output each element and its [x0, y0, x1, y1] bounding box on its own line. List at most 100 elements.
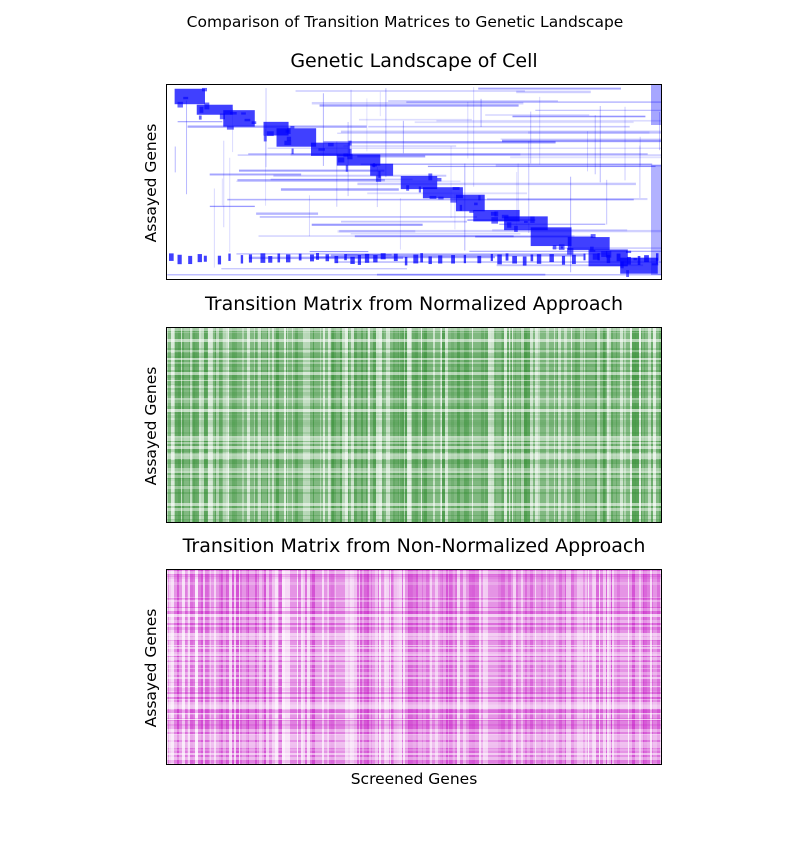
heatmap-column-dark	[182, 328, 184, 522]
landscape-block-speck	[318, 148, 326, 151]
heatmap-column-light	[609, 570, 611, 764]
heatmap-column-dark	[426, 570, 429, 764]
panel1-heatmap	[166, 84, 662, 280]
landscape-block-speck	[459, 204, 463, 211]
heatmap-column-light	[580, 570, 583, 764]
heatmap-column-light	[345, 328, 348, 522]
landscape-stripe	[427, 165, 656, 168]
heatmap-column-light	[210, 570, 211, 764]
landscape-stripe	[478, 87, 621, 90]
heatmap-column-dark	[334, 328, 336, 522]
heatmap-row-dark	[167, 697, 661, 699]
landscape-block-speck	[514, 225, 518, 232]
landscape-dot	[380, 253, 386, 260]
heatmap-row-dark	[167, 348, 661, 350]
heatmap-column-light	[169, 570, 171, 764]
landscape-block-speck	[347, 154, 353, 160]
heatmap-column-dark	[227, 570, 229, 764]
landscape-dot	[169, 253, 174, 261]
landscape-stripe	[499, 223, 606, 225]
heatmap-row-dark	[167, 460, 661, 463]
heatmap-column-dark	[424, 328, 427, 522]
heatmap-row-light	[167, 471, 661, 473]
heatmap-column-dark	[457, 328, 459, 522]
heatmap-column-dark	[508, 570, 510, 764]
heatmap-column-dark	[412, 328, 415, 522]
heatmap-column-light	[309, 328, 310, 522]
heatmap-column-dark	[364, 570, 367, 764]
heatmap-row-light	[167, 332, 661, 333]
heatmap-column-light	[379, 570, 381, 764]
heatmap-column-dark	[481, 328, 484, 522]
heatmap-column-dark	[446, 570, 448, 764]
heatmap-column-dark	[636, 328, 639, 522]
heatmap-column-dark	[440, 570, 442, 764]
heatmap-column-dark	[192, 570, 193, 764]
heatmap-row-light	[167, 486, 661, 489]
heatmap-column-dark	[498, 570, 501, 764]
landscape-dot	[512, 256, 517, 264]
landscape-streak	[606, 179, 608, 225]
landscape-stripe	[238, 169, 385, 172]
landscape-block-speck	[429, 195, 437, 199]
heatmap-row-light	[167, 362, 661, 364]
heatmap-row-light	[167, 475, 661, 478]
heatmap-column-light	[435, 570, 438, 764]
landscape-stripe	[341, 220, 467, 223]
heatmap-row-dark	[167, 378, 661, 380]
heatmap-row-light	[167, 672, 661, 675]
heatmap-column-light	[348, 570, 350, 764]
heatmap-row-dark	[167, 576, 661, 577]
heatmap-row-dark	[167, 360, 661, 362]
landscape-dot	[268, 256, 273, 263]
heatmap-column-dark	[235, 328, 237, 522]
landscape-block-speck	[478, 195, 481, 201]
heatmap-column-light	[292, 328, 293, 522]
landscape-stripe	[406, 101, 661, 103]
heatmap-column-dark	[611, 570, 612, 764]
heatmap-row-light	[167, 438, 661, 441]
landscape-block-speck	[375, 175, 382, 182]
heatmap-column-light	[564, 328, 567, 522]
heatmap-column-light	[597, 328, 600, 522]
heatmap-column-light	[491, 328, 494, 522]
heatmap-row-dark	[167, 692, 661, 694]
heatmap-column-dark	[549, 570, 550, 764]
heatmap-row-dark	[167, 415, 661, 418]
landscape-block-speck	[348, 140, 352, 146]
heatmap-column-light	[411, 328, 412, 522]
genetic-landscape-heatmap	[167, 85, 661, 277]
landscape-block-speck	[589, 249, 596, 252]
landscape-dot	[463, 254, 467, 264]
landscape-stripe	[354, 235, 514, 238]
heatmap-column-light	[399, 570, 402, 764]
heatmap-row-light	[167, 734, 661, 735]
landscape-dot	[549, 254, 554, 263]
heatmap-row-dark	[167, 412, 661, 414]
landscape-block-speck	[290, 125, 295, 129]
heatmap-base	[167, 570, 661, 764]
landscape-block-speck	[406, 185, 410, 191]
heatmap-column-dark	[632, 570, 635, 764]
heatmap-column-light	[210, 328, 212, 522]
landscape-dot	[203, 255, 207, 262]
heatmap-row-light	[167, 571, 661, 572]
landscape-stripe	[376, 273, 546, 276]
heatmap-column-light	[354, 570, 357, 764]
landscape-block-speck	[491, 217, 498, 224]
panel3-title: Transition Matrix from Non-Normalized Ap…	[182, 535, 646, 557]
heatmap-column-dark	[193, 570, 195, 764]
heatmap-column-light	[599, 570, 600, 764]
heatmap-column-dark	[207, 328, 208, 522]
landscape-streak	[221, 178, 223, 206]
landscape-stripe	[209, 205, 255, 208]
landscape-dot	[637, 255, 641, 266]
heatmap-column-dark	[510, 570, 511, 764]
landscape-block-speck	[204, 102, 210, 110]
heatmap-row-light	[167, 400, 661, 403]
heatmap-row-light	[167, 735, 661, 737]
landscape-block-speck	[201, 87, 208, 92]
heatmap-column-dark	[612, 328, 613, 522]
heatmap-column-dark	[279, 570, 282, 764]
landscape-dot	[334, 255, 339, 264]
